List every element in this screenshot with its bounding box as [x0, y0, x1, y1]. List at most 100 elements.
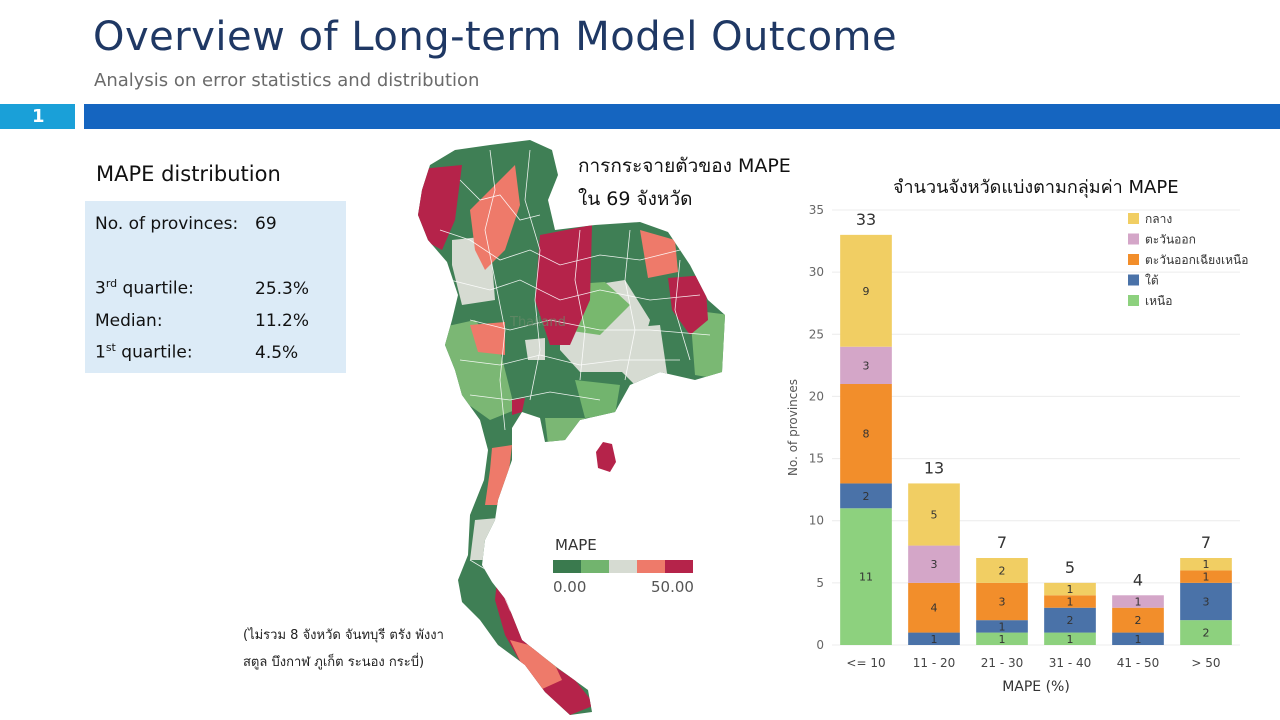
bar-segment-label: 4	[931, 602, 938, 615]
map-title-line2: ใน 69 จังหวัด	[578, 188, 693, 210]
map-title: การกระจายตัวของ MAPE ใน 69 จังหวัด	[578, 150, 791, 216]
x-axis-label: MAPE (%)	[1002, 679, 1070, 695]
header-divider-bar	[84, 104, 1280, 129]
bar-segment	[1180, 620, 1232, 645]
bar-segment	[840, 483, 892, 509]
x-tick-label: > 50	[1191, 656, 1220, 670]
x-tick-label: 41 - 50	[1117, 656, 1160, 670]
bar-segment	[976, 558, 1028, 583]
bar-segment	[908, 582, 960, 633]
y-tick-label: 10	[809, 514, 824, 528]
x-tick-label: 31 - 40	[1049, 656, 1092, 670]
legend-swatch-4	[637, 560, 665, 573]
legend-entry: ใต้	[1145, 274, 1159, 288]
slide-number: 1	[0, 104, 75, 129]
x-tick-label: <= 10	[846, 656, 885, 670]
legend-entry: ตะวันออก	[1145, 233, 1196, 247]
bar-segment-label: 1	[1203, 571, 1210, 584]
bar-segment	[976, 632, 1028, 645]
bar-segment-label: 5	[931, 509, 938, 522]
footnote-line2: สตูล บึงกาฬ ภูเก็ต ระนอง กระบี่)	[243, 655, 425, 670]
map-watermark: Thailand	[509, 315, 566, 330]
map-legend-max: 50.00	[651, 578, 694, 596]
legend-swatch-2	[581, 560, 609, 573]
bar-segment-label: 1	[999, 620, 1006, 633]
bar-segment-label: 3	[1203, 596, 1210, 609]
slide-title: Overview of Long-term Model Outcome	[93, 14, 898, 60]
bar-segment	[908, 483, 960, 546]
legend-swatch-1	[553, 560, 581, 573]
x-tick-label: 11 - 20	[913, 656, 956, 670]
bar-segment-label: 1	[1067, 583, 1074, 596]
bar-segment	[1180, 582, 1232, 621]
provinces-value: 69	[255, 214, 277, 234]
y-tick-label: 20	[809, 389, 824, 403]
bar-total-label: 5	[1065, 558, 1075, 577]
y-tick-label: 25	[809, 327, 824, 341]
y-tick-label: 15	[809, 452, 824, 466]
slide-subtitle: Analysis on error statistics and distrib…	[94, 70, 480, 91]
y-tick-label: 30	[809, 265, 824, 279]
bar-segment	[840, 234, 892, 347]
legend-swatch	[1128, 233, 1139, 245]
median-value: 11.2%	[255, 311, 310, 331]
q3-label: 3rd quartile:	[95, 277, 194, 299]
provinces-label: No. of provinces:	[95, 214, 239, 234]
thailand-choropleth-map: Thailand	[418, 140, 725, 715]
bar-segment	[976, 582, 1028, 621]
bar-segment	[1112, 632, 1164, 645]
bar-total-label: 4	[1133, 570, 1143, 589]
bar-total-label: 7	[997, 533, 1007, 552]
q1-value: 4.5%	[255, 343, 299, 363]
q3-value: 25.3%	[255, 279, 310, 299]
y-axis-label: No. of provinces	[786, 379, 800, 476]
bar-segment-label: 2	[999, 564, 1006, 577]
bar-segment-label: 1	[1135, 633, 1142, 646]
y-tick-label: 35	[809, 203, 824, 217]
bar-segment-label: 1	[1067, 596, 1074, 609]
island-province	[596, 442, 616, 472]
bar-segment	[1180, 558, 1232, 571]
mape-distribution-heading: MAPE distribution	[96, 162, 281, 186]
bar-segment	[840, 346, 892, 384]
legend-entry: ตะวันออกเฉียงเหนือ	[1145, 253, 1248, 267]
bar-segment-label: 1	[931, 633, 938, 646]
bar-segment-label: 1	[1135, 596, 1142, 609]
bar-segment	[908, 545, 960, 583]
bar-segment	[976, 620, 1028, 633]
bar-total-label: 13	[924, 458, 944, 477]
bar-segment	[1044, 632, 1096, 645]
bar-segment-label: 2	[1067, 614, 1074, 627]
q1-label: 1st quartile:	[95, 341, 193, 363]
bar-segment-label: 1	[999, 633, 1006, 646]
map-footnote: (ไม่รวม 8 จังหวัด จันทบุรี ตรัง พังงา สต…	[243, 622, 444, 676]
legend-swatch	[1128, 295, 1139, 306]
bar-total-label: 7	[1201, 533, 1211, 552]
legend-swatch	[1128, 254, 1139, 265]
bar-segment	[1180, 570, 1232, 583]
bar-segment-label: 1	[1203, 558, 1210, 571]
bar-segment-label: 3	[863, 359, 870, 372]
bar-segment	[1112, 595, 1164, 608]
legend-swatch	[1128, 274, 1139, 286]
bar-segment	[840, 508, 892, 645]
bar-segment-label: 2	[1135, 614, 1142, 627]
map-legend-title: MAPE	[555, 536, 597, 554]
legend-swatch-3	[609, 560, 637, 573]
bar-segment	[1112, 607, 1164, 633]
map-legend-colorbar	[553, 560, 693, 573]
bar-segment-label: 2	[863, 490, 870, 503]
bar-segment-label: 9	[863, 285, 870, 298]
median-label: Median:	[95, 311, 163, 331]
legend-swatch-5	[665, 560, 693, 573]
bar-segment-label: 3	[931, 558, 938, 571]
bar-segment	[908, 632, 960, 645]
y-tick-label: 0	[816, 638, 824, 652]
bar-segment-label: 3	[999, 596, 1006, 609]
chart-title: จำนวนจังหวัดแบ่งตามกลุ่มค่า MAPE	[893, 177, 1179, 198]
y-tick-label: 5	[816, 576, 824, 590]
stats-panel: No. of provinces: 69 3rd quartile: 25.3%…	[85, 201, 346, 373]
footnote-line1: (ไม่รวม 8 จังหวัด จันทบุรี ตรัง พังงา	[243, 628, 444, 643]
bar-segment-label: 11	[859, 571, 873, 584]
